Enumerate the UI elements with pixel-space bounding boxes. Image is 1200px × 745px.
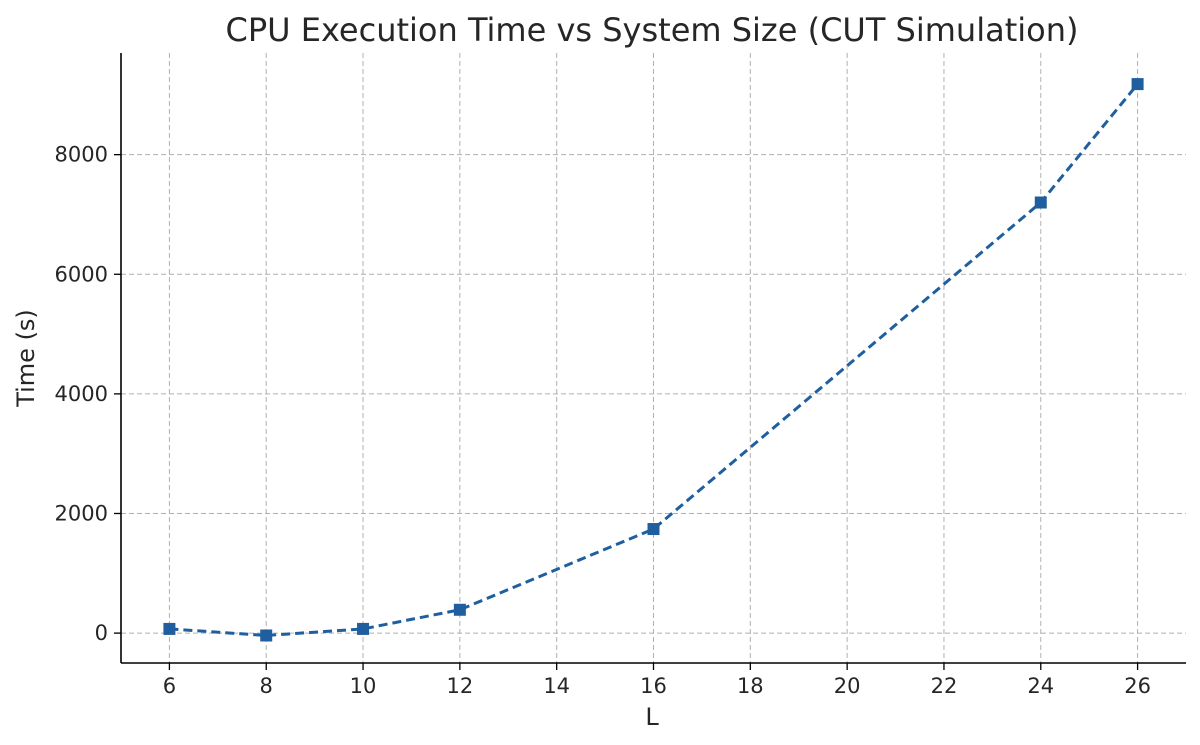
x-tick-label: 26 bbox=[1124, 674, 1151, 698]
x-ticks: 6 8 10 12 14 16 18 20 22 24 26 bbox=[163, 663, 1151, 698]
grid bbox=[121, 53, 1186, 663]
x-tick-label: 6 bbox=[163, 674, 176, 698]
x-tick-label: 8 bbox=[260, 674, 273, 698]
x-tick-label: 14 bbox=[543, 674, 570, 698]
x-tick-label: 16 bbox=[640, 674, 667, 698]
data-point bbox=[647, 523, 660, 536]
x-axis-label: L bbox=[645, 703, 659, 731]
data-point bbox=[1131, 78, 1144, 91]
x-tick-label: 18 bbox=[737, 674, 764, 698]
x-tick-label: 24 bbox=[1027, 674, 1054, 698]
y-tick-label: 6000 bbox=[55, 262, 108, 286]
series-layer bbox=[163, 78, 1144, 642]
x-tick-label: 22 bbox=[931, 674, 958, 698]
data-point bbox=[357, 622, 370, 635]
y-tick-label: 8000 bbox=[55, 143, 108, 167]
chart-title: CPU Execution Time vs System Size (CUT S… bbox=[226, 11, 1079, 49]
x-tick-label: 20 bbox=[834, 674, 861, 698]
data-point bbox=[453, 603, 466, 616]
y-tick-label: 2000 bbox=[55, 501, 108, 525]
y-tick-label: 0 bbox=[95, 621, 108, 645]
x-tick-label: 10 bbox=[350, 674, 377, 698]
y-tick-label: 4000 bbox=[55, 382, 108, 406]
data-point bbox=[1034, 196, 1047, 209]
y-axis-label: Time (s) bbox=[12, 309, 40, 408]
data-point bbox=[260, 629, 273, 642]
x-tick-label: 12 bbox=[446, 674, 473, 698]
y-ticks: 0 2000 4000 6000 8000 bbox=[55, 143, 121, 645]
data-point bbox=[163, 622, 176, 635]
